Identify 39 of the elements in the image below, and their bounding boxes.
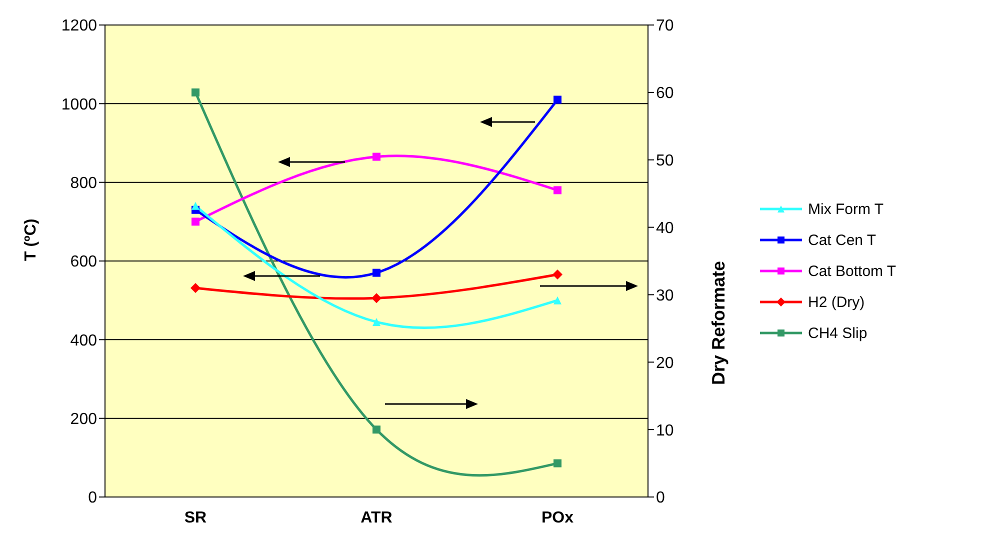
point (372, 152, 380, 161)
x-tick-label: ATR (360, 509, 393, 526)
y-tick-label: 200 (70, 411, 98, 428)
y-axis-title: T (ºC) (22, 218, 40, 261)
point (372, 318, 380, 326)
y2-tick-label: 0 (656, 490, 665, 507)
y2-tick-label: 60 (656, 85, 674, 102)
y-tick-label: 1200 (61, 18, 98, 35)
x-tick-label: SR (184, 509, 208, 526)
y-tick-label: 400 (70, 332, 98, 350)
y2-axis-title: Dry Reformate (708, 261, 728, 386)
legend-label: H2 (Dry) (808, 294, 865, 310)
point (192, 218, 200, 226)
legend-label: Cat Bottom T (808, 262, 896, 280)
point (190, 282, 200, 293)
y-tick-label: 1000 (61, 96, 98, 114)
point (554, 186, 562, 194)
point (554, 96, 562, 104)
y2-tick-label: 40 (656, 220, 674, 237)
point (552, 269, 562, 280)
point (372, 293, 382, 304)
legend-label: Mix Form T (808, 200, 884, 218)
point (192, 202, 200, 210)
y2-tick-label: 10 (656, 422, 674, 440)
point (192, 88, 200, 96)
legend-label: Cat Cen T (808, 232, 876, 248)
y-tick-label: 800 (70, 175, 98, 192)
legend-label: CH4 Slip (808, 324, 868, 342)
point (372, 426, 380, 434)
y2-tick-label: 30 (656, 287, 674, 304)
y2-tick-label: 50 (656, 152, 674, 170)
y2-tick-label: 20 (656, 354, 674, 372)
y-tick-label: 0 (88, 490, 98, 507)
point (554, 459, 562, 468)
y2-tick-label: 70 (656, 18, 674, 35)
y-tick-label: 600 (70, 254, 98, 271)
point (554, 296, 562, 304)
x-tick-label: POx (541, 509, 574, 526)
point (372, 268, 380, 277)
